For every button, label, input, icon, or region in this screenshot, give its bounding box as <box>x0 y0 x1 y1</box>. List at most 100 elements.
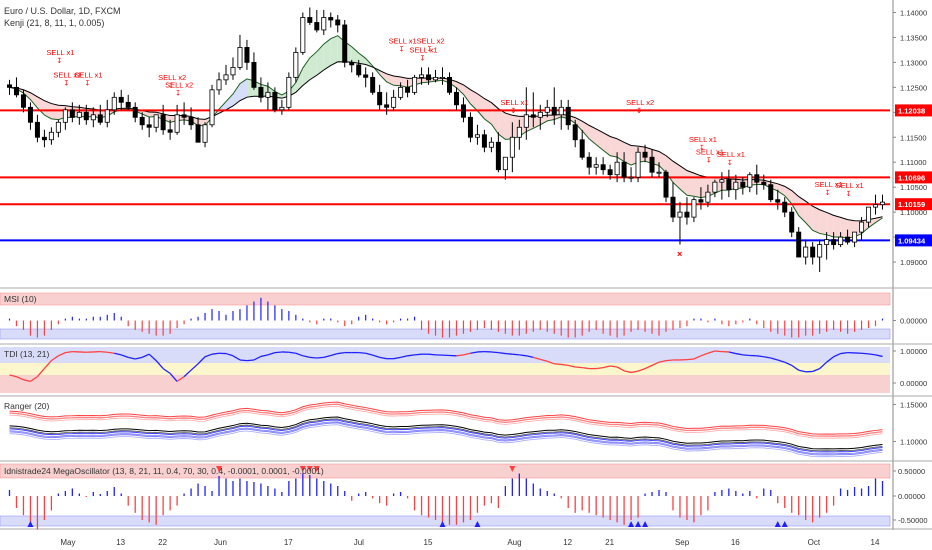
candle-body <box>880 201 886 206</box>
candle-body <box>384 104 390 108</box>
candle-body <box>600 164 606 171</box>
candle-body <box>733 181 739 191</box>
cloud-segment <box>812 206 820 234</box>
down-arrow-icon <box>216 466 223 472</box>
candle-body <box>433 76 439 81</box>
indicator-legend: Kenji (21, 8, 11, 1, 0.005) <box>4 18 105 28</box>
tdi-line-segment <box>533 356 541 360</box>
candle-body <box>614 161 620 176</box>
tdi-line-segment <box>644 364 653 370</box>
cloud-segment <box>330 35 338 66</box>
tdi-line-segment <box>16 376 24 381</box>
candle-body <box>377 91 383 106</box>
sell-annotation: SELL x1 <box>46 48 74 57</box>
candle-body <box>789 211 795 233</box>
sell-annotation: SELL x2 <box>626 98 654 107</box>
tdi-line-segment <box>323 354 331 359</box>
tdi-line-segment <box>400 355 408 359</box>
sell-arrow-icon: ↧ <box>699 144 705 152</box>
price-tick-label: 1.13000 <box>900 58 927 67</box>
mega-tick-label: 0.00000 <box>898 492 925 501</box>
x-tick-label: 15 <box>424 538 433 547</box>
cloud-segment <box>798 196 806 223</box>
ranger-line <box>9 424 883 458</box>
cloud-segment <box>805 201 813 231</box>
candle-body <box>405 86 411 93</box>
tdi-line-segment <box>316 356 324 359</box>
cloud-segment <box>505 113 513 140</box>
candle-body <box>768 184 774 201</box>
candle-body <box>20 94 26 108</box>
sell-arrow-icon: ↧ <box>63 79 69 87</box>
candle-body <box>286 76 292 108</box>
candle-body <box>349 61 355 66</box>
price-tick-label: 1.13500 <box>900 33 927 42</box>
candle-body <box>516 126 522 138</box>
candle-body <box>558 106 564 116</box>
ranger-tick-label: 1.15000 <box>900 400 927 409</box>
ranger-line <box>9 422 883 456</box>
price-tick-label: 1.11000 <box>900 158 927 167</box>
candle-body <box>293 52 299 78</box>
mega-tick-label: -0.50000 <box>898 516 928 525</box>
candle-body <box>453 91 459 106</box>
candle-body <box>656 171 662 174</box>
cloud-segment <box>456 81 464 95</box>
tdi-line-segment <box>861 352 869 355</box>
candle-body <box>691 199 697 218</box>
candle-body <box>579 139 585 158</box>
candle-body <box>188 116 194 126</box>
x-tick-label: 12 <box>563 538 572 547</box>
x-tick-label: Sep <box>675 538 690 547</box>
tdi-line-segment <box>372 354 380 359</box>
tdi-line-segment <box>274 351 282 354</box>
sell-arrow-icon: ↧ <box>427 45 433 53</box>
candle-body <box>370 76 376 93</box>
candle-body <box>174 114 180 133</box>
candle-body <box>90 114 96 121</box>
msi-tick-label: 0.00000 <box>900 317 927 326</box>
sell-annotation: SELL x2 <box>417 36 445 45</box>
sell-arrow-icon: ↧ <box>399 45 405 53</box>
tdi-line-segment <box>770 357 778 361</box>
cloud-segment <box>686 170 694 197</box>
candle-body <box>509 136 515 158</box>
tdi-line-segment <box>148 353 157 362</box>
cloud-segment <box>232 83 240 106</box>
x-tick-label: 17 <box>284 538 293 547</box>
price-tick-label: 1.11500 <box>900 133 927 142</box>
tdi-line-segment <box>9 374 17 378</box>
candle-body <box>544 106 550 113</box>
candle-body <box>663 171 669 198</box>
tdi-line-segment <box>840 351 848 355</box>
tdi-line-segment <box>379 356 387 360</box>
level-label: 1.10159 <box>898 200 925 209</box>
tdi-line-segment <box>575 366 583 369</box>
candle-body <box>747 174 753 188</box>
x-tick-label: Aug <box>507 538 521 547</box>
candle-body <box>419 74 425 78</box>
cloud-segment <box>554 114 562 120</box>
candle-body <box>391 96 397 108</box>
candle-body <box>412 76 418 93</box>
sell-arrow-icon: ↧ <box>727 159 733 167</box>
tdi-line-segment <box>812 367 820 373</box>
tdi-line-segment <box>519 354 527 357</box>
tdi-line-segment <box>260 354 269 358</box>
up-arrow-icon <box>628 521 635 527</box>
ranger-line <box>9 421 883 455</box>
sell-arrow-icon: ↧ <box>168 82 174 90</box>
down-arrow-icon <box>313 466 320 472</box>
tdi-line-segment <box>554 363 562 366</box>
tdi-line-segment <box>630 370 639 374</box>
cross-marker-icon: × <box>677 249 682 259</box>
candle-body <box>502 156 508 171</box>
candle-body <box>719 179 725 183</box>
tdi-line-segment <box>225 352 234 357</box>
cloud-segment <box>819 209 827 235</box>
candle-body <box>460 104 466 118</box>
candle-body <box>328 17 334 21</box>
candle-body <box>97 114 103 123</box>
candle-body <box>796 231 802 258</box>
tdi-line-segment <box>784 361 792 366</box>
